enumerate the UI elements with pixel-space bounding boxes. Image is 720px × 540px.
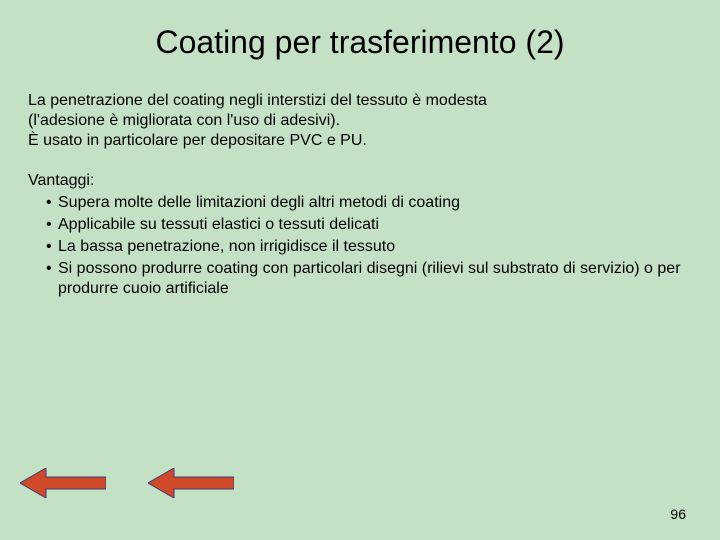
back-arrow-1[interactable] [20, 468, 106, 498]
left-arrow-icon [148, 468, 234, 498]
paragraph-1: La penetrazione del coating negli inters… [28, 91, 692, 151]
para1-line3: È usato in particolare per depositare PV… [28, 132, 367, 149]
para1-line1: La penetrazione del coating negli inters… [28, 92, 487, 109]
list-item: Supera molte delle limitazioni degli alt… [46, 193, 692, 213]
list-item: Applicabile su tessuti elastici o tessut… [46, 215, 692, 235]
para1-line2: (l'adesione è migliorata con l'uso di ad… [28, 112, 340, 129]
slide-title: Coating per trasferimento (2) [28, 24, 692, 61]
nav-arrows [20, 468, 234, 498]
list-item: Si possono produrre coating con particol… [46, 259, 692, 299]
list-item: La bassa penetrazione, non irrigidisce i… [46, 237, 692, 257]
left-arrow-icon [20, 468, 106, 498]
advantages-list: Supera molte delle limitazioni degli alt… [28, 193, 692, 299]
advantages-label: Vantaggi: [28, 171, 692, 191]
slide: Coating per trasferimento (2) La penetra… [0, 0, 720, 540]
page-number: 96 [670, 506, 686, 522]
back-arrow-2[interactable] [148, 468, 234, 498]
